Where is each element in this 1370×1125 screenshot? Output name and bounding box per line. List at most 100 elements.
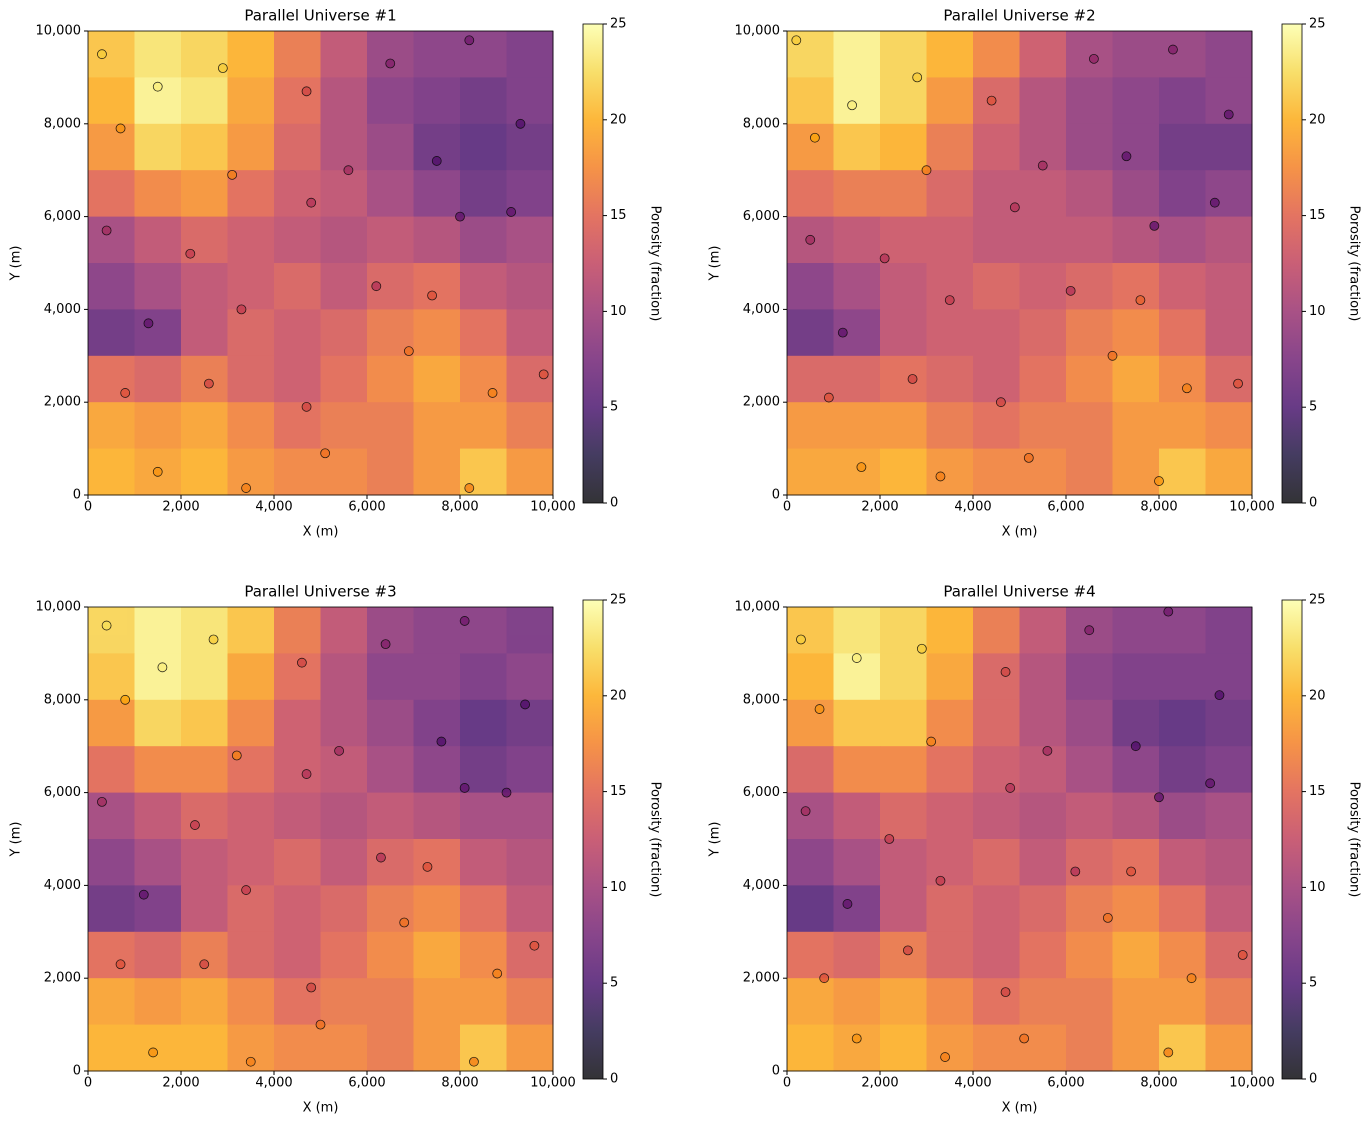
point <box>935 875 946 886</box>
cell <box>88 699 135 747</box>
cell <box>460 699 507 747</box>
cell <box>787 607 834 654</box>
axes-frame <box>87 30 554 496</box>
cell <box>181 839 228 886</box>
cell <box>134 31 182 78</box>
cell <box>460 170 507 218</box>
cell <box>926 607 974 654</box>
cell <box>1112 653 1160 701</box>
cell <box>1159 699 1206 747</box>
cell <box>880 123 927 171</box>
cell <box>1205 792 1253 840</box>
cell <box>1159 77 1206 125</box>
colorbar-tick-label: 10 <box>610 304 627 319</box>
y-tick-label: 10,000 <box>36 600 82 615</box>
cell <box>1205 448 1253 496</box>
cell <box>134 309 182 357</box>
cell <box>787 77 834 125</box>
cell <box>1112 123 1160 171</box>
cell <box>1112 309 1160 357</box>
cell <box>367 653 414 701</box>
cell <box>274 216 321 264</box>
cell <box>1205 123 1253 171</box>
colorbar-tick-label: 15 <box>1309 208 1326 223</box>
point <box>996 397 1006 408</box>
point <box>506 207 517 217</box>
colorbar-tick-label: 20 <box>1309 688 1326 703</box>
cell <box>320 931 368 979</box>
cell <box>1066 1024 1113 1072</box>
point <box>101 620 112 631</box>
cell <box>833 31 881 78</box>
cell <box>413 309 461 357</box>
cell <box>1112 77 1160 125</box>
cell <box>227 263 275 310</box>
point <box>203 378 214 389</box>
cell <box>460 216 507 264</box>
colorbar-frame <box>1281 599 1303 1080</box>
cell <box>134 931 182 979</box>
x-axis-label: X (m) <box>1002 1101 1038 1116</box>
cell <box>1205 653 1253 701</box>
cell <box>227 931 275 979</box>
cell <box>973 792 1020 840</box>
cell <box>367 607 414 654</box>
point <box>851 1033 862 1044</box>
cell <box>1019 792 1067 840</box>
cell <box>1066 31 1113 78</box>
cell <box>1019 607 1067 654</box>
cell <box>1066 448 1113 496</box>
cell <box>320 792 368 840</box>
cell <box>413 885 461 933</box>
cell <box>506 653 554 701</box>
cell <box>1159 123 1206 171</box>
x-tick-label: 4,000 <box>954 1076 991 1091</box>
x-tick-label: 8,000 <box>441 1076 478 1091</box>
cell <box>880 746 927 794</box>
cell <box>787 931 834 979</box>
cell <box>787 885 834 933</box>
point <box>306 982 317 993</box>
x-tick-label: 8,000 <box>1140 1076 1177 1091</box>
cell <box>88 309 135 357</box>
colorbar-label: Porosity (fraction) <box>648 782 663 898</box>
cell <box>181 1024 228 1072</box>
cell <box>134 607 182 654</box>
point <box>1037 160 1048 171</box>
cell <box>320 263 368 310</box>
cell <box>367 931 414 979</box>
point <box>1163 1047 1174 1058</box>
cell <box>274 402 321 450</box>
colorbar-tick-label: 10 <box>1309 304 1326 319</box>
cell <box>181 607 228 654</box>
point <box>1168 44 1178 55</box>
y-tick-label: 6,000 <box>743 209 780 224</box>
cell <box>460 402 507 450</box>
cell <box>181 885 228 933</box>
point <box>921 165 932 176</box>
cell <box>926 746 974 794</box>
cell <box>88 170 135 218</box>
cell <box>88 607 135 654</box>
point <box>241 885 252 895</box>
cell <box>88 1024 135 1072</box>
x-tick-label: 0 <box>783 1076 791 1091</box>
point <box>185 248 196 259</box>
cell <box>1019 31 1067 78</box>
cell <box>88 31 135 78</box>
cell <box>413 448 461 496</box>
cell <box>787 792 834 840</box>
cell <box>413 931 461 979</box>
cell <box>413 699 461 747</box>
colorbar-label: Porosity (fraction) <box>1347 206 1362 322</box>
point <box>1209 197 1220 208</box>
cell <box>227 699 275 747</box>
cell <box>926 31 974 78</box>
cell <box>134 978 182 1026</box>
point <box>236 304 247 315</box>
cell <box>460 77 507 125</box>
cell <box>367 123 414 171</box>
point <box>208 634 219 645</box>
cell <box>787 839 834 886</box>
point <box>97 49 107 60</box>
